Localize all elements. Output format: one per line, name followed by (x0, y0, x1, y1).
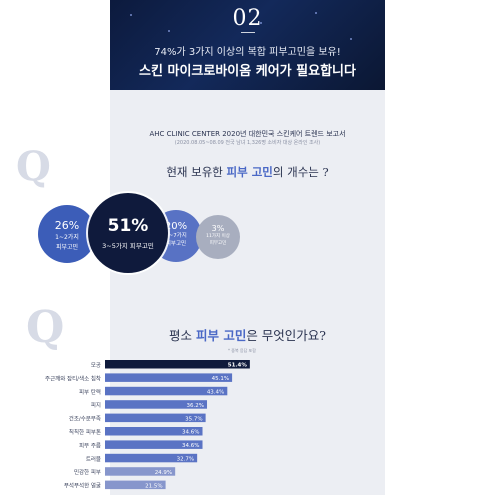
skin-concern-bar-chart: 모공 51.4% 주근깨와 잡티/색소 침착 45.1% 피부 탄력 43.4% 피지 36.… (45, 360, 250, 490)
bar-category-label: 트러블 (86, 455, 101, 463)
report-subtitle: (2020.08.05~08.09 전국 남녀 1,326명 소비자 대상 온라… (174, 140, 321, 146)
section-number: 02 (232, 6, 263, 31)
sparkle-dot (350, 38, 352, 40)
bar-category-label: 건조/수분부족 (69, 416, 101, 423)
bar-category-label: 피지 (91, 401, 101, 409)
stat-percent: 51% (107, 216, 149, 236)
bar-category-label: 민감한 피부 (74, 468, 101, 476)
stat-label: 피부고민 (209, 241, 227, 246)
stat-label: 3~5가지 피부고민 (102, 242, 154, 250)
bar (105, 360, 250, 369)
question-2-post: 은 무엇인가요? (246, 328, 327, 343)
stat-percent: 26% (54, 219, 80, 232)
bar-value-label: 35.7% (185, 416, 202, 422)
question-2-pre: 평소 (168, 328, 196, 343)
bar (105, 386, 228, 396)
bar-value-label: 34.6% (182, 443, 199, 449)
question-1-pre: 현재 보유한 (166, 165, 227, 179)
sparkle-dot (260, 22, 262, 24)
question-mark-2: Q (26, 302, 65, 353)
stat-percent: 20% (164, 221, 188, 232)
header-title: 스킨 마이크로바이옴 케어가 필요합니다 (139, 64, 356, 79)
stat-circle-11-plus: 3% 11가지 이상 피부고민 (196, 215, 240, 259)
bar-value-label: 32.7% (177, 457, 194, 463)
stat-label: 피부고민 (55, 244, 79, 251)
question-2-accent: 피부 고민 (195, 328, 247, 343)
bar (105, 467, 176, 476)
bar (105, 453, 198, 463)
bar-category-label: 모공 (91, 362, 101, 369)
bar-value-label: 36.2% (187, 403, 204, 409)
stat-circle-3-5: 51% 3~5가지 피부고민 (88, 193, 168, 273)
stat-label: 11가지 이상 (206, 234, 230, 239)
stat-label: 1~2가지 (55, 234, 79, 241)
stat-label: 6~7가지 (165, 233, 187, 239)
question-1-post: 의 개수는 ? (272, 165, 329, 179)
bar (105, 413, 206, 423)
bar-value-label: 34.6% (182, 430, 199, 436)
chart-note: * 중복 응답 포함 (228, 348, 256, 353)
bar-value-label: 24.9% (155, 470, 172, 476)
stat-label: 피부고민 (165, 241, 187, 247)
sparkle-dot (130, 14, 132, 16)
bar (105, 427, 203, 436)
bar-value-label: 21.5% (145, 483, 162, 489)
bar-value-label: 51.4% (228, 363, 248, 369)
bar-category-label: 푸석푸석한 얼굴 (64, 482, 101, 490)
question-2: 평소 피부 고민은 무엇인가요? (0, 325, 495, 344)
question-1: 현재 보유한 피부 고민의 개수는 ? (0, 164, 495, 180)
bar (105, 480, 166, 490)
bar-value-label: 45.1% (212, 376, 229, 382)
bar-category-label: 피부 주름 (79, 441, 101, 449)
bar (105, 440, 203, 449)
header-subtitle: 74%가 3가지 이상의 복합 피부고민을 보유! (154, 47, 341, 58)
stat-circle-1-2: 26% 1~2가지 피부고민 (38, 205, 96, 263)
bar (105, 373, 233, 382)
bar-category-label: 주근깨와 잡티/색소 침착 (45, 374, 101, 382)
sparkle-dot (315, 12, 317, 14)
question-1-accent: 피부 고민 (226, 165, 273, 179)
bar (105, 400, 208, 409)
sparkle-dot (168, 30, 170, 32)
report-title: AHC CLINIC CENTER 2020년 대한민국 스킨케어 트렌드 보고… (149, 130, 346, 138)
bar-category-label: 피부 탄력 (79, 388, 101, 396)
bar-category-label: 칙칙한 피부톤 (69, 428, 101, 436)
section-divider (240, 32, 255, 33)
stat-percent: 3% (211, 224, 225, 233)
bar-value-label: 43.4% (207, 390, 224, 396)
header-banner: 02 74%가 3가지 이상의 복합 피부고민을 보유! 스킨 마이크로바이옴 … (110, 0, 385, 90)
question-mark-1: Q (16, 143, 51, 190)
